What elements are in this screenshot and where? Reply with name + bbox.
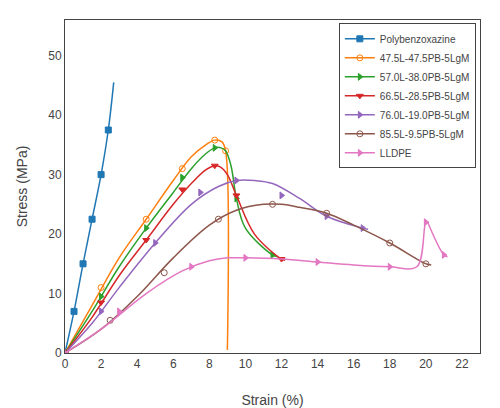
svg-text:30: 30 xyxy=(48,168,62,182)
svg-text:10: 10 xyxy=(239,357,253,371)
svg-text:40: 40 xyxy=(48,108,62,122)
svg-text:8: 8 xyxy=(206,357,213,371)
svg-text:18: 18 xyxy=(383,357,397,371)
svg-text:Stress (MPa): Stress (MPa) xyxy=(14,146,30,228)
svg-text:20: 20 xyxy=(48,227,62,241)
svg-text:50: 50 xyxy=(48,49,62,63)
svg-text:10: 10 xyxy=(48,287,62,301)
svg-text:16: 16 xyxy=(347,357,361,371)
svg-text:12: 12 xyxy=(275,357,289,371)
svg-text:0: 0 xyxy=(62,357,69,371)
svg-text:85.5L-9.5PB-5LgM: 85.5L-9.5PB-5LgM xyxy=(380,129,464,140)
svg-text:66.5L-28.5PB-5LgM: 66.5L-28.5PB-5LgM xyxy=(380,91,470,102)
svg-text:2: 2 xyxy=(98,357,105,371)
svg-text:Polybenzoxazine: Polybenzoxazine xyxy=(380,34,456,45)
svg-text:57.0L-38.0PB-5LgM: 57.0L-38.0PB-5LgM xyxy=(380,72,470,83)
svg-text:20: 20 xyxy=(419,357,433,371)
svg-text:LLDPE: LLDPE xyxy=(380,148,412,159)
svg-text:47.5L-47.5PB-5LgM: 47.5L-47.5PB-5LgM xyxy=(380,53,470,64)
svg-text:Strain (%): Strain (%) xyxy=(241,392,303,408)
svg-text:14: 14 xyxy=(311,357,325,371)
svg-text:76.0L-19.0PB-5LgM: 76.0L-19.0PB-5LgM xyxy=(380,110,470,121)
svg-text:4: 4 xyxy=(134,357,141,371)
svg-text:22: 22 xyxy=(455,357,469,371)
svg-text:0: 0 xyxy=(55,346,62,360)
svg-text:6: 6 xyxy=(170,357,177,371)
